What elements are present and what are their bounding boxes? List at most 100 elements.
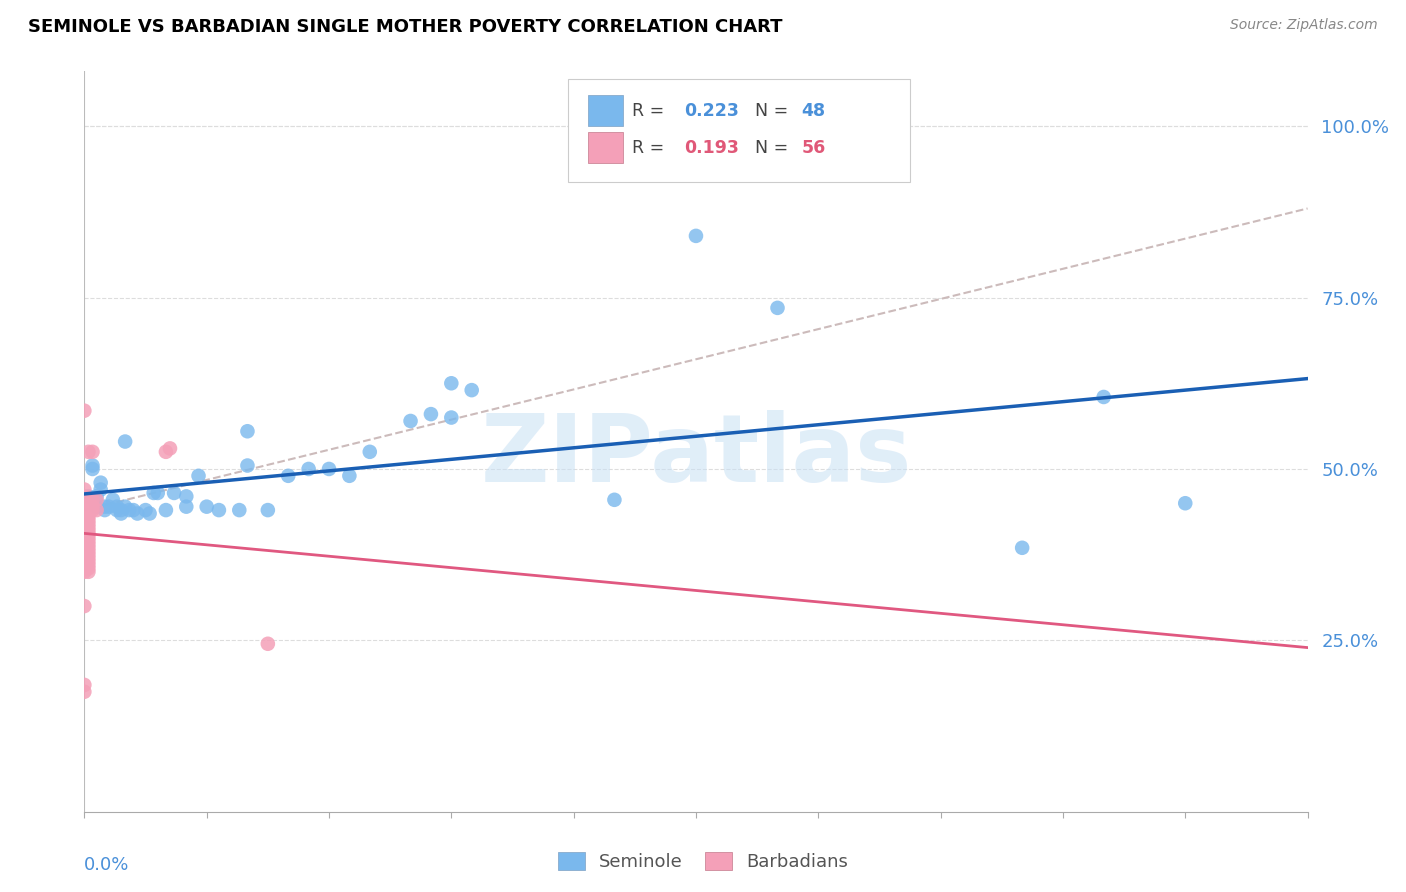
FancyBboxPatch shape bbox=[588, 95, 623, 126]
Point bbox=[77, 558, 100, 572]
Point bbox=[73, 599, 96, 613]
Point bbox=[77, 510, 100, 524]
Point bbox=[73, 554, 96, 568]
Point bbox=[77, 537, 100, 551]
Point bbox=[685, 228, 707, 243]
Point bbox=[155, 503, 177, 517]
FancyBboxPatch shape bbox=[588, 132, 623, 163]
Point bbox=[86, 500, 108, 514]
Point bbox=[77, 565, 100, 579]
Text: 56: 56 bbox=[801, 138, 825, 157]
Point bbox=[77, 544, 100, 558]
Point bbox=[114, 434, 136, 449]
Point bbox=[127, 507, 149, 521]
Point bbox=[73, 544, 96, 558]
Point bbox=[77, 554, 100, 568]
Point bbox=[77, 551, 100, 566]
Point bbox=[82, 458, 104, 473]
Point bbox=[236, 424, 259, 438]
Point bbox=[82, 500, 104, 514]
Point bbox=[90, 483, 112, 497]
Point bbox=[101, 492, 124, 507]
Point bbox=[73, 558, 96, 572]
Text: R =: R = bbox=[633, 138, 671, 157]
Point bbox=[440, 376, 463, 391]
Point bbox=[77, 503, 100, 517]
Point bbox=[73, 503, 96, 517]
Point bbox=[122, 503, 145, 517]
Point bbox=[1174, 496, 1197, 510]
Point bbox=[440, 410, 463, 425]
Point bbox=[77, 531, 100, 545]
Point bbox=[73, 507, 96, 521]
Point bbox=[257, 637, 280, 651]
Point bbox=[73, 500, 96, 514]
Point bbox=[93, 500, 115, 514]
Point bbox=[86, 492, 108, 507]
Point bbox=[73, 513, 96, 527]
Point bbox=[77, 533, 100, 548]
Point bbox=[159, 442, 181, 456]
Point bbox=[73, 489, 96, 503]
Point bbox=[73, 678, 96, 692]
Point bbox=[73, 551, 96, 566]
Text: SEMINOLE VS BARBADIAN SINGLE MOTHER POVERTY CORRELATION CHART: SEMINOLE VS BARBADIAN SINGLE MOTHER POVE… bbox=[28, 18, 783, 36]
Point bbox=[82, 492, 104, 507]
Point bbox=[73, 531, 96, 545]
Point bbox=[118, 503, 141, 517]
Point bbox=[163, 486, 186, 500]
FancyBboxPatch shape bbox=[568, 78, 910, 183]
Point bbox=[86, 503, 108, 517]
Point bbox=[77, 489, 100, 503]
Text: ZIPatlas: ZIPatlas bbox=[481, 410, 911, 502]
Point bbox=[339, 468, 361, 483]
Point bbox=[146, 486, 169, 500]
Point bbox=[461, 383, 484, 397]
Point bbox=[77, 541, 100, 555]
Text: 0.223: 0.223 bbox=[683, 102, 738, 120]
Point bbox=[77, 520, 100, 534]
Text: R =: R = bbox=[633, 102, 671, 120]
Point bbox=[399, 414, 422, 428]
Point bbox=[73, 524, 96, 538]
Point bbox=[77, 548, 100, 562]
Point bbox=[77, 513, 100, 527]
Point bbox=[195, 500, 218, 514]
Point bbox=[73, 510, 96, 524]
Point bbox=[73, 403, 96, 417]
Text: N =: N = bbox=[755, 102, 793, 120]
Point bbox=[1011, 541, 1033, 555]
Point bbox=[110, 507, 132, 521]
Point bbox=[77, 524, 100, 538]
Point bbox=[73, 565, 96, 579]
Point bbox=[298, 462, 321, 476]
Text: 48: 48 bbox=[801, 102, 825, 120]
Point bbox=[73, 548, 96, 562]
Point bbox=[1092, 390, 1115, 404]
Point bbox=[228, 503, 250, 517]
Point bbox=[277, 468, 299, 483]
Point bbox=[359, 445, 381, 459]
Point bbox=[110, 503, 132, 517]
Point bbox=[187, 468, 209, 483]
Point bbox=[318, 462, 340, 476]
Point bbox=[77, 507, 100, 521]
Point bbox=[236, 458, 259, 473]
Point bbox=[82, 503, 104, 517]
Point bbox=[257, 503, 280, 517]
Point bbox=[73, 685, 96, 699]
Point bbox=[77, 516, 100, 531]
Point bbox=[766, 301, 789, 315]
Text: 0.0%: 0.0% bbox=[84, 856, 129, 874]
Point bbox=[155, 445, 177, 459]
Point bbox=[73, 520, 96, 534]
Point bbox=[73, 561, 96, 575]
Text: Source: ZipAtlas.com: Source: ZipAtlas.com bbox=[1230, 18, 1378, 32]
Point bbox=[73, 541, 96, 555]
Point bbox=[73, 527, 96, 541]
Point bbox=[82, 462, 104, 476]
Point bbox=[77, 527, 100, 541]
Point bbox=[174, 489, 197, 503]
Point bbox=[77, 561, 100, 575]
Point bbox=[114, 500, 136, 514]
